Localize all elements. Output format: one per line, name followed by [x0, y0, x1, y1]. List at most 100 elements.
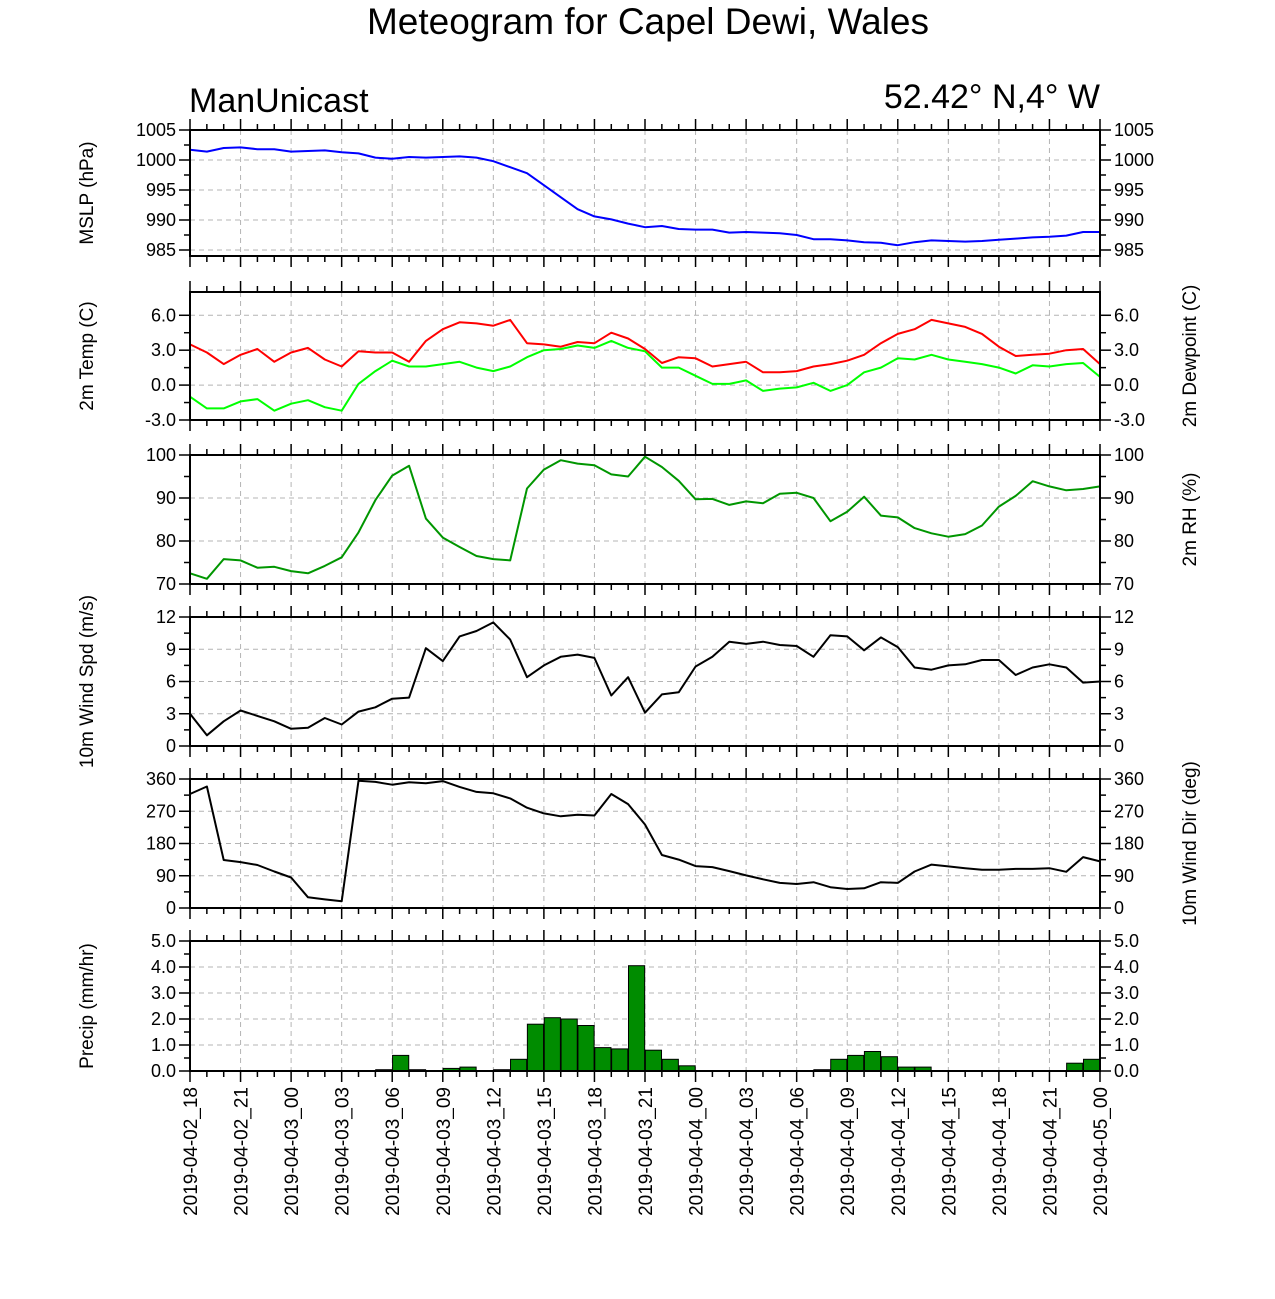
series-line-temp	[189, 318, 1101, 374]
y-axis-label-left: MSLP (hPa)	[77, 141, 98, 244]
precip-bar	[627, 965, 646, 1072]
panel-mslp: 1005 1005 1000 1000 995 995 990 990 985 985 MSLP (…	[77, 119, 1154, 267]
y-tick-label-left: 985	[146, 240, 176, 260]
y-tick-label-left: 3.0	[151, 983, 176, 1003]
precip-bar	[1066, 1062, 1084, 1072]
x-tick-label: 2019-04-04_06	[788, 1087, 809, 1216]
x-tick-label: 2019-04-04_12	[889, 1087, 910, 1216]
y-tick-label-right: 1.0	[1114, 1035, 1139, 1055]
y-tick-label-right: 990	[1114, 210, 1144, 230]
x-tick-label: 2019-04-03_18	[585, 1087, 606, 1216]
y-tick-label-right: 270	[1114, 801, 1144, 821]
series-line-mslp	[189, 146, 1100, 247]
precip-bar	[594, 1047, 612, 1072]
y-axis-label-right: 10m Wind Dir (deg)	[1180, 761, 1201, 926]
subtitle-location: 52.42° N,4° W	[884, 78, 1100, 116]
x-tick-label: 2019-04-03_15	[535, 1087, 556, 1216]
precip-bar	[611, 1048, 629, 1072]
y-tick-label-right: 5.0	[1114, 931, 1139, 951]
y-tick-label-left: 6	[166, 672, 176, 692]
y-tick-label-left: 360	[146, 769, 176, 789]
x-tick-label: 2019-04-03_06	[383, 1087, 404, 1216]
y-tick-label-right: 180	[1114, 834, 1144, 854]
y-tick-label-left: 0	[166, 736, 176, 756]
y-tick-label-right: 90	[1114, 866, 1134, 886]
y-axis-label-right: 2m Dewpoint (C)	[1180, 285, 1201, 428]
precip-bar	[577, 1025, 595, 1072]
y-tick-label-right: 80	[1114, 531, 1134, 551]
y-tick-label-left: 990	[146, 210, 176, 230]
y-tick-label-left: 80	[156, 531, 176, 551]
y-tick-label-right: 3	[1114, 704, 1124, 724]
series-line-dewpoint	[189, 339, 1101, 412]
y-tick-label-right: 995	[1114, 180, 1144, 200]
y-tick-label-left: 995	[146, 180, 176, 200]
x-tick-label: 2019-04-03_00	[282, 1087, 303, 1216]
precip-bar	[1082, 1058, 1101, 1072]
precip-bar	[661, 1058, 679, 1072]
y-tick-label-right: 6.0	[1114, 305, 1139, 325]
y-tick-label-right: 100	[1114, 445, 1144, 465]
y-tick-label-right: 90	[1114, 488, 1134, 508]
y-tick-label-right: 985	[1114, 240, 1144, 260]
x-tick-label: 2019-04-05_00	[1091, 1087, 1112, 1216]
y-tick-label-right: 6	[1114, 672, 1124, 692]
x-tick-label: 2019-04-03_09	[434, 1087, 455, 1216]
x-tick-label: 2019-04-04_21	[1040, 1087, 1061, 1216]
y-tick-label-left: 1005	[136, 120, 176, 140]
y-tick-label-right: 1000	[1114, 150, 1154, 170]
x-tick-label: 2019-04-02_18	[181, 1087, 202, 1216]
x-tick-label: 2019-04-04_03	[737, 1087, 758, 1216]
precip-bar	[847, 1054, 865, 1072]
y-tick-label-right: 0.0	[1114, 1061, 1139, 1081]
precip-bar	[880, 1056, 898, 1072]
y-tick-label-left: 0.0	[151, 375, 176, 395]
y-tick-label-left: 2.0	[151, 1009, 176, 1029]
x-tick-label: 2019-04-03_03	[333, 1087, 354, 1216]
y-tick-label-right: 12	[1114, 607, 1134, 627]
y-tick-label-right: 0	[1114, 898, 1124, 918]
y-tick-label-left: 180	[146, 834, 176, 854]
y-tick-label-right: 360	[1114, 769, 1144, 789]
y-tick-label-left: 5.0	[151, 931, 176, 951]
series-line-rh	[189, 455, 1101, 580]
y-tick-label-left: 0	[166, 898, 176, 918]
y-tick-label-left: 270	[146, 801, 176, 821]
precip-bar	[392, 1054, 410, 1072]
y-tick-label-left: 1000	[136, 150, 176, 170]
x-axis: 2019-04-02_18 2019-04-02_21 2019-04-03_00 2…	[181, 1087, 1112, 1216]
x-tick-label: 2019-04-03_21	[636, 1087, 657, 1216]
y-tick-label-right: 1005	[1114, 120, 1154, 140]
x-tick-label: 2019-04-02_21	[232, 1087, 253, 1216]
y-axis-label-left: 10m Wind Spd (m/s)	[77, 595, 98, 768]
y-tick-label-left: 6.0	[151, 305, 176, 325]
y-tick-label-right: 70	[1114, 574, 1134, 594]
chart-title: Meteogram for Capel Dewi, Wales	[367, 1, 929, 42]
y-tick-label-left: 3	[166, 704, 176, 724]
y-tick-label-left: -3.0	[145, 410, 176, 430]
y-axis-label-left: Precip (mm/hr)	[77, 943, 98, 1069]
y-tick-label-left: 12	[156, 607, 176, 627]
y-tick-label-right: -3.0	[1114, 410, 1145, 430]
y-tick-label-left: 9	[166, 639, 176, 659]
panel-temp: 6.0 6.0 3.0 3.0 0.0 0.0 -3.0 -3.0 2m Temp (C) 2m …	[77, 281, 1201, 431]
panel-wind_dir: 360 360 270 270 180 180 90 90 0 0 10m Wind Dir (de…	[146, 761, 1201, 926]
x-tick-label: 2019-04-03_12	[484, 1087, 505, 1216]
precip-bar	[560, 1018, 578, 1072]
y-axis-label-left: 2m Temp (C)	[77, 301, 98, 410]
precip-bar	[863, 1051, 882, 1072]
y-tick-label-right: 3.0	[1114, 983, 1139, 1003]
series-line-wind_dir	[189, 779, 1101, 903]
precip-bar	[510, 1058, 528, 1072]
y-tick-label-right: 3.0	[1114, 340, 1139, 360]
y-tick-label-right: 4.0	[1114, 957, 1139, 977]
precip-bar	[526, 1023, 545, 1072]
x-tick-label: 2019-04-04_09	[838, 1087, 859, 1216]
x-tick-label: 2019-04-04_00	[687, 1087, 708, 1216]
series-line-wind_speed	[189, 621, 1101, 737]
precip-bar	[543, 1017, 561, 1072]
y-tick-label-left: 4.0	[151, 957, 176, 977]
y-tick-label-left: 90	[156, 866, 176, 886]
